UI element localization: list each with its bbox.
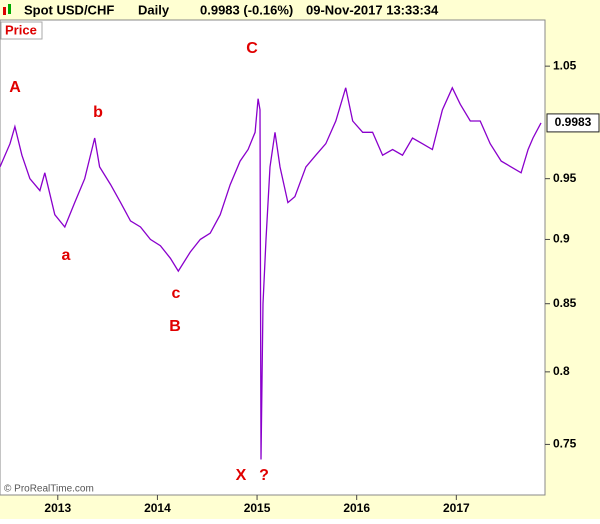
plot-area — [0, 19, 546, 496]
y-tick-label: 0.95 — [553, 171, 577, 185]
panel-label-box — [0, 21, 43, 40]
wave-label: X — [236, 467, 247, 484]
y-tick-label: 0.75 — [553, 437, 577, 451]
copyright: © ProRealTime.com — [4, 484, 94, 495]
wave-label: ? — [259, 467, 269, 484]
x-tick-label: 2016 — [343, 501, 370, 515]
last-price-label: 0.9983 — [555, 115, 592, 129]
panel-label: Price — [5, 22, 37, 37]
x-tick-label: 2013 — [44, 501, 71, 515]
wave-label: c — [172, 285, 181, 302]
timestamp: 09-Nov-2017 13:33:34 — [306, 2, 439, 17]
y-tick-label: 0.8 — [553, 364, 570, 378]
wave-label: b — [93, 104, 103, 121]
wave-label: B — [169, 318, 181, 335]
y-tick-label: 0.85 — [553, 296, 577, 310]
wave-label: C — [246, 40, 258, 57]
wave-label: a — [62, 247, 71, 264]
x-tick-label: 2017 — [443, 501, 470, 515]
x-tick-label: 2014 — [144, 501, 171, 515]
y-tick-label: 1.05 — [553, 58, 577, 72]
wave-label: A — [9, 79, 21, 96]
x-tick-label: 2015 — [244, 501, 271, 515]
quote: 0.9983 (-0.16%) — [200, 2, 293, 17]
last-price-tag — [546, 113, 600, 133]
period: Daily — [138, 2, 170, 17]
price-line — [0, 86, 542, 460]
y-tick-label: 0.9 — [553, 232, 570, 246]
instrument: Spot USD/CHF — [24, 2, 114, 17]
header-icon — [3, 4, 11, 15]
